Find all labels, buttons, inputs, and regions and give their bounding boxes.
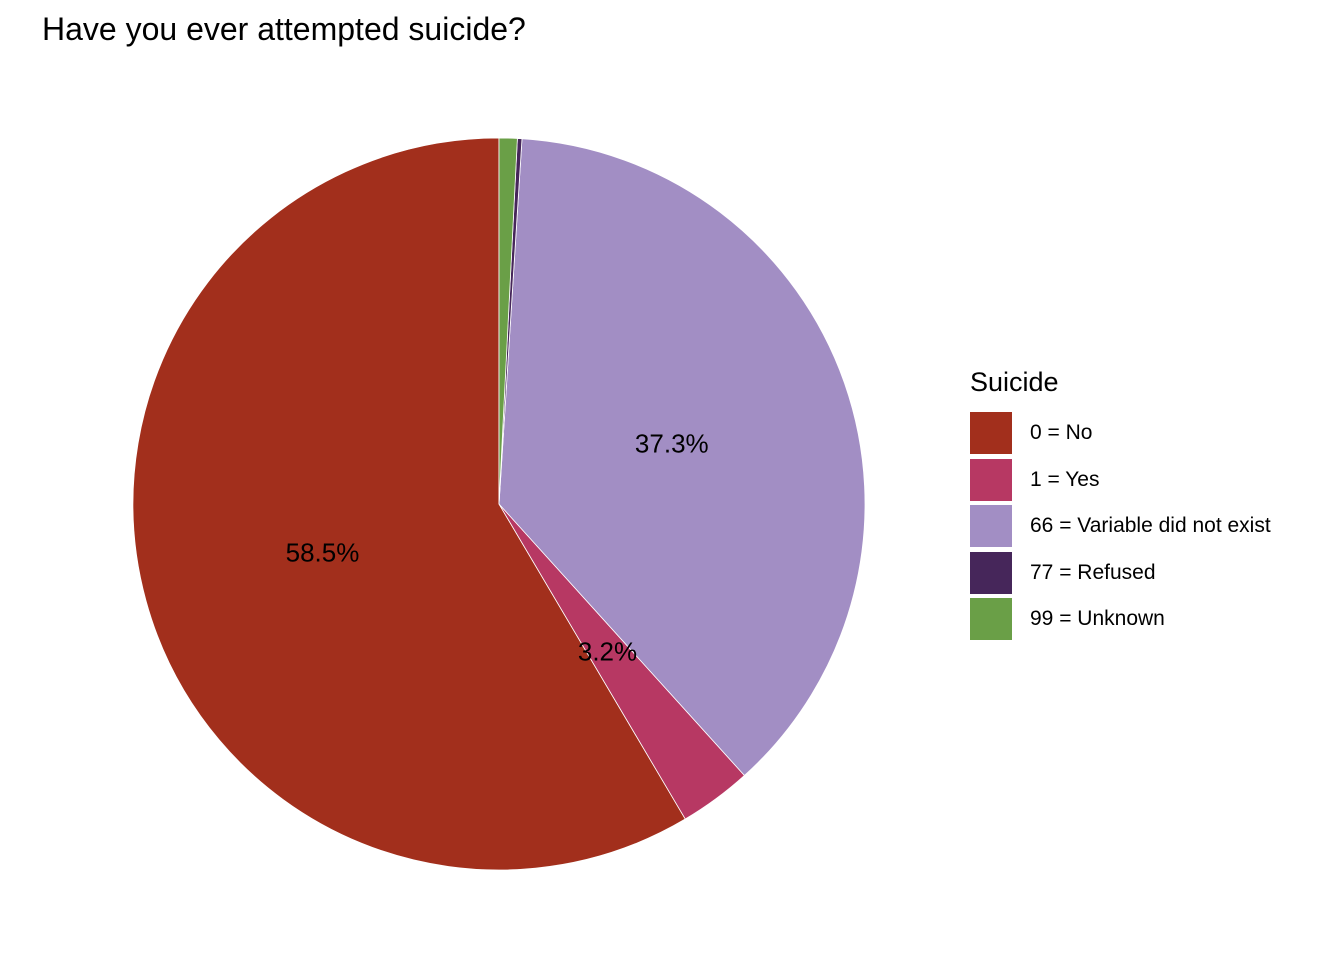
pie-slice-labels: 58.5% 3.2% 37.3% <box>286 429 709 667</box>
slice-label-66-variable-did-not-exist: 37.3% <box>635 429 709 459</box>
pie-slice-66-variable-did-not-exist <box>498 138 866 777</box>
pie-slice-0-no <box>132 137 686 871</box>
legend-label: 99 = Unknown <box>1030 607 1165 631</box>
legend-item-0-no: 0 = No <box>970 410 1271 457</box>
legend-swatch <box>970 598 1012 641</box>
pie-slices <box>132 137 866 871</box>
slice-label-0-no: 58.5% <box>286 537 360 567</box>
legend-label: 66 = Variable did not exist <box>1030 514 1271 538</box>
legend-label: 0 = No <box>1030 421 1093 445</box>
legend-label: 1 = Yes <box>1030 467 1100 491</box>
legend-item-1-yes: 1 = Yes <box>970 457 1271 504</box>
chart-title: Have you ever attempted suicide? <box>42 11 526 47</box>
legend-label: 77 = Refused <box>1030 560 1156 584</box>
legend-item-66-variable-did-not-exist: 66 = Variable did not exist <box>970 503 1271 550</box>
legend: Suicide 0 = No 1 = Yes 66 = Variable did n… <box>970 364 1271 643</box>
legend-item-77-refused: 77 = Refused <box>970 550 1271 597</box>
slice-label-1-yes: 3.2% <box>578 636 637 666</box>
legend-item-99-unknown: 99 = Unknown <box>970 596 1271 643</box>
legend-swatch <box>970 412 1012 455</box>
legend-swatch <box>970 505 1012 548</box>
legend-items: 0 = No 1 = Yes 66 = Variable did not exist… <box>970 410 1271 643</box>
pie-slice-99-unknown <box>498 137 518 505</box>
legend-swatch <box>970 551 1012 594</box>
legend-swatch <box>970 458 1012 501</box>
legend-title: Suicide <box>970 367 1059 397</box>
